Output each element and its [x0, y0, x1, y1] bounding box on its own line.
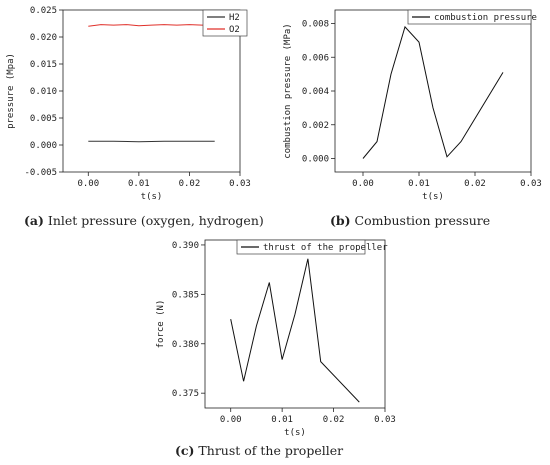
caption-letter: (a)	[24, 213, 44, 228]
series-line-h2	[88, 140, 215, 143]
y-tick-label: -0.005	[24, 168, 57, 178]
y-tick-label: 0.004	[302, 87, 329, 97]
x-tick-label: 0.03	[520, 179, 542, 189]
figure-caption: (b) Combustion pressure	[330, 213, 490, 228]
y-tick-label: 0.010	[30, 87, 57, 97]
y-tick-label: 0.375	[172, 389, 199, 399]
x-axis-label: t(s)	[141, 192, 163, 202]
legend-entry: H2	[229, 13, 240, 23]
x-tick-label: 0.01	[128, 179, 150, 189]
chart-b: 0.00 0.01 0.02 0.03 0.000 0.002 0.004 0.006 0.00…	[283, 9, 542, 228]
legend-box	[407, 9, 532, 25]
caption-text: Inlet pressure (oxygen, hydrogen)	[44, 213, 264, 228]
y-tick-label: 0.015	[30, 60, 57, 70]
series-line-o2	[88, 24, 215, 27]
x-tick-label: 0.01	[408, 179, 430, 189]
caption-letter: (b)	[330, 213, 351, 228]
y-tick-label: 0.390	[172, 241, 199, 251]
caption-text: Combustion pressure	[351, 213, 491, 228]
figure-caption: (c) Thrust of the propeller	[175, 443, 343, 458]
legend-box	[236, 239, 366, 255]
y-tick-label: 0.380	[172, 340, 199, 350]
x-tick-label: 0.02	[323, 415, 345, 425]
y-tick-label: 0.000	[30, 141, 57, 151]
chart-a: 0.00 0.01 0.02 0.03 -0.005 0.000 0.005 0.010 0.0…	[6, 6, 264, 228]
y-axis-label: pressure (Mpa)	[6, 53, 16, 129]
figure-caption: (a) Inlet pressure (oxygen, hydrogen)	[24, 213, 264, 228]
chart-c: 0.00 0.01 0.02 0.03 0.375 0.380 0.385 0.390 t(s)…	[156, 239, 396, 458]
y-tick-label: 0.008	[302, 20, 329, 30]
y-tick-label: 0.020	[30, 33, 57, 43]
y-axis-label: combustion pressure (MPa)	[283, 23, 293, 158]
y-tick-label: 0.000	[302, 155, 329, 165]
y-tick-label: 0.385	[172, 290, 199, 300]
x-axis-label: t(s)	[284, 428, 306, 438]
x-tick-label: 0.02	[179, 179, 201, 189]
caption-letter: (c)	[175, 443, 194, 458]
y-axis-label: force (N)	[156, 300, 166, 349]
series-line-thrust-of-the-propeller	[230, 258, 360, 403]
x-axis-label: t(s)	[422, 192, 444, 202]
y-tick-label: 0.005	[30, 114, 57, 124]
legend-entry: thrust of the propeller	[263, 243, 388, 253]
x-tick-label: 0.02	[464, 179, 486, 189]
x-tick-label: 0.00	[77, 179, 99, 189]
legend-box	[202, 9, 248, 37]
x-tick-label: 0.03	[374, 415, 396, 425]
legend-entry: O2	[229, 25, 240, 35]
x-tick-label: 0.01	[271, 415, 293, 425]
y-tick-label: 0.025	[30, 6, 57, 16]
plot-frame	[334, 9, 532, 173]
y-tick-label: 0.006	[302, 53, 329, 63]
x-tick-label: 0.03	[229, 179, 251, 189]
y-tick-label: 0.002	[302, 121, 329, 131]
caption-text: Thrust of the propeller	[194, 443, 343, 458]
x-tick-label: 0.00	[220, 415, 242, 425]
x-tick-label: 0.00	[352, 179, 374, 189]
series-line-combustion-pressure	[362, 25, 504, 159]
legend-entry: combustion pressure	[434, 13, 537, 23]
